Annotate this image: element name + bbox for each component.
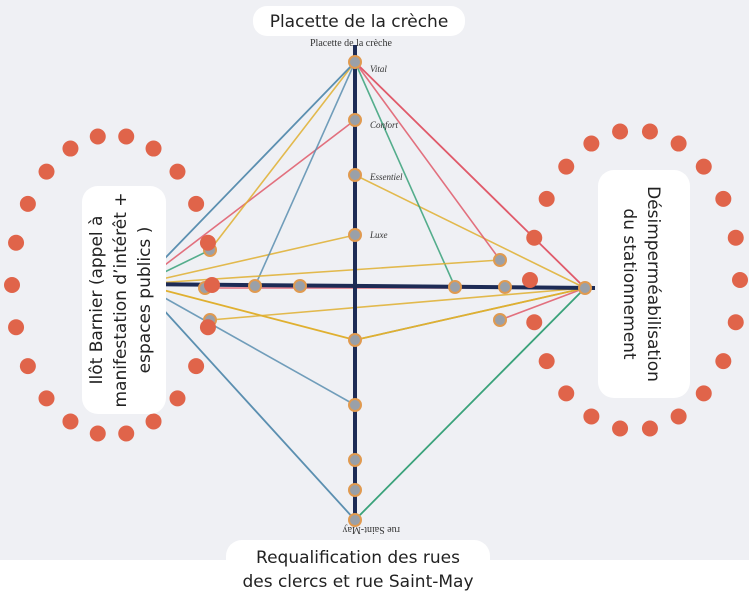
right-label: Désimperméabilisation	[643, 186, 663, 382]
pin	[293, 279, 307, 293]
pin	[448, 280, 462, 294]
dot	[19, 195, 36, 212]
dot	[558, 385, 575, 402]
photo-text: rue Saint-May	[343, 524, 401, 535]
dot	[583, 408, 600, 425]
label-box	[598, 170, 690, 398]
dot	[522, 272, 538, 288]
dot	[612, 123, 629, 140]
dot	[62, 413, 79, 430]
string	[354, 61, 456, 288]
dot	[583, 135, 600, 152]
pin	[348, 113, 362, 127]
left-label: manifestation d’intérêt +	[111, 192, 131, 407]
pin	[348, 513, 362, 527]
label-box	[253, 6, 465, 36]
dot	[89, 128, 106, 145]
pin	[493, 313, 507, 327]
dot	[118, 425, 135, 442]
pin	[248, 279, 262, 293]
dot	[4, 277, 20, 293]
dot	[641, 420, 658, 437]
pin	[348, 398, 362, 412]
dot	[558, 158, 575, 175]
dot	[526, 229, 543, 246]
pin	[348, 453, 362, 467]
string	[139, 283, 356, 406]
dot	[145, 413, 162, 430]
photo-text: Vital	[370, 64, 387, 74]
dot	[169, 163, 186, 180]
bottom-label: des clercs et rue Saint-May	[242, 572, 473, 592]
dot	[38, 390, 55, 407]
dot	[62, 140, 79, 157]
bottom-label: Requalification des rues	[256, 548, 460, 568]
dot	[19, 358, 36, 375]
dot	[538, 190, 555, 207]
dot	[538, 353, 555, 370]
dot	[612, 420, 629, 437]
pin	[578, 281, 592, 295]
photo-text: Luxe	[369, 230, 388, 240]
dot	[188, 358, 205, 375]
left-label: Ilôt Barnier (appel à	[87, 216, 107, 385]
pin	[348, 333, 362, 347]
dot	[695, 158, 712, 175]
dot	[727, 314, 744, 331]
string	[209, 61, 356, 251]
string	[139, 61, 356, 285]
string	[139, 283, 356, 521]
dot	[145, 140, 162, 157]
dot	[89, 425, 106, 442]
dot	[727, 229, 744, 246]
string	[354, 61, 501, 261]
dot	[732, 272, 748, 288]
dot	[8, 319, 25, 336]
dot	[715, 190, 732, 207]
dots	[4, 123, 748, 442]
left-label: espaces publics )	[135, 227, 155, 374]
dot	[169, 390, 186, 407]
dot	[204, 277, 220, 293]
string	[354, 287, 586, 341]
dot	[670, 408, 687, 425]
string	[139, 234, 356, 285]
string	[254, 61, 356, 287]
string	[499, 287, 586, 321]
string	[354, 174, 586, 289]
pin	[498, 280, 512, 294]
dot	[641, 123, 658, 140]
dot	[38, 163, 55, 180]
string	[139, 283, 356, 341]
photo-text: Confort	[370, 120, 399, 130]
dot	[715, 353, 732, 370]
string	[209, 287, 586, 321]
dot	[118, 128, 135, 145]
dot	[199, 234, 216, 251]
pin	[348, 483, 362, 497]
pin	[348, 55, 362, 69]
dot	[8, 234, 25, 251]
pin	[493, 253, 507, 267]
dot	[695, 385, 712, 402]
dot	[188, 195, 205, 212]
right-label: du stationnement	[619, 208, 639, 360]
dot	[670, 135, 687, 152]
dot	[526, 314, 543, 331]
pin	[348, 228, 362, 242]
label-box	[226, 540, 490, 596]
label-box	[82, 186, 166, 414]
string	[354, 287, 586, 521]
string	[139, 259, 501, 285]
top-label: Placette de la crèche	[270, 12, 449, 32]
dot	[199, 319, 216, 336]
photo-text: Essentiel	[369, 172, 403, 182]
string	[354, 61, 586, 289]
photo-text: Placette de la crèche	[310, 38, 392, 49]
pin	[348, 168, 362, 182]
